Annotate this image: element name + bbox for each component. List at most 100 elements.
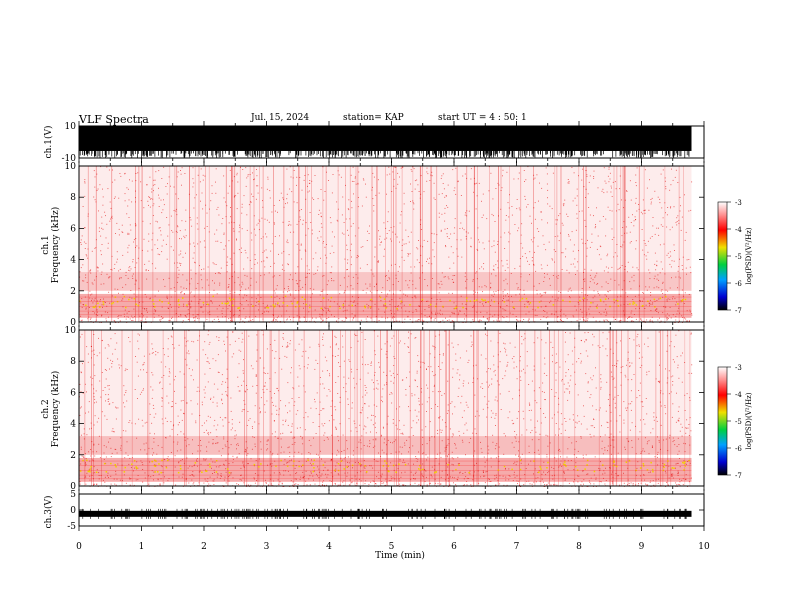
spectral-dot [414,380,416,382]
spectral-dot [511,358,513,360]
spectral-dot [281,482,283,484]
spectral-dot [165,417,167,419]
spectral-dot [535,431,537,433]
spectral-dot [565,421,567,422]
spectral-dot [365,183,366,185]
spectral-dot [110,338,112,340]
spectral-dot [152,404,154,406]
spectral-dot [177,226,179,228]
spectral-dot [151,263,153,265]
spectral-dot [149,403,151,405]
spectral-dot [304,284,306,286]
spectral-dot [302,471,304,473]
spectral-dot [511,419,513,421]
spectral-dot [398,420,400,422]
spectral-dot [407,463,409,465]
spectral-dot [486,318,488,319]
y-tick-label: 10 [65,122,77,132]
spectral-dot [289,340,291,342]
spectral-dot [468,382,469,384]
spectral-dot [254,446,256,448]
spectral-dot [503,453,505,455]
spectral-dot [390,480,392,482]
spectral-dot [134,316,136,318]
spectral-dot [495,396,497,398]
spectral-dot [210,200,212,202]
spectral-dot [473,471,475,473]
spectral-dot [584,219,586,221]
spectral-dot [347,456,349,458]
spectral-dot [624,266,626,267]
spectral-dot [335,409,337,411]
spectral-dot [402,462,404,463]
spectral-dot [472,320,474,322]
spectral-dot [305,234,307,236]
spectral-dot [317,198,319,200]
spectral-dot [567,179,569,180]
spectral-dot [491,213,493,215]
hot-spot [629,303,631,305]
spectral-dot [650,480,652,482]
spectral-dot [223,479,225,481]
spectral-dot [96,267,98,269]
spectral-dot [670,255,672,257]
spectral-dot [285,405,286,407]
spectral-dot [656,420,658,422]
spectral-dot [275,288,277,290]
spectral-dot [518,227,520,229]
spectral-dot [617,395,619,396]
spectral-dot [267,439,269,441]
spectral-dot [92,478,94,480]
spectral-dot [292,279,294,281]
spectral-dot [217,388,219,390]
spectral-dot [560,413,562,415]
spectral-dot [305,277,307,278]
spectral-dot [495,445,497,447]
spectral-dot [152,348,154,350]
spectral-dot [376,380,378,382]
hot-spot [642,305,644,307]
spectral-dot [276,295,278,297]
spectral-dot [119,278,120,280]
spectral-dot [184,229,186,231]
spectral-dot [420,391,422,393]
spectral-dot [421,319,423,321]
spectral-dot [204,175,206,177]
spectral-dot [650,199,652,200]
spectral-dot [488,479,490,480]
spectral-dot [541,219,543,221]
spectral-dot [180,460,182,462]
spectral-dot [366,392,368,394]
spectral-dot [188,353,190,355]
spectral-dot [519,258,521,260]
spectral-dot [142,307,144,309]
spectral-dot [665,289,667,291]
spectral-dot [129,179,130,181]
spectral-dot [675,316,677,318]
spectral-dot [584,332,586,334]
spectral-dot [667,207,669,208]
spectral-dot [286,168,288,170]
spectral-dot [165,465,167,467]
spectral-dot [659,272,661,274]
spectral-dot [556,484,558,486]
spectral-dot [467,232,469,234]
spectral-dot [664,306,666,308]
spectral-dot [567,182,569,184]
spectral-dot [160,318,162,320]
spectral-dot [250,277,252,279]
spectral-dot [110,483,112,485]
spectral-dot [417,320,419,322]
spectral-dot [594,276,596,278]
spectral-dot [222,218,224,219]
spectral-dot [257,192,259,194]
spectral-dot [131,201,133,203]
spectral-dot [654,233,656,235]
spectral-dot [641,479,643,481]
spectral-dot [671,260,673,262]
spectral-dot [356,369,358,370]
spectral-dot [94,415,96,417]
spectral-dot [296,223,298,225]
spectral-dot [617,452,619,454]
